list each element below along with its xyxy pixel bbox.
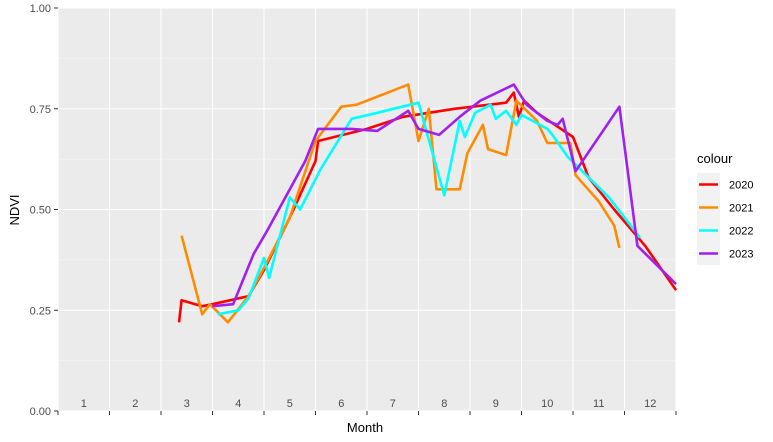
x-tick-label: 5 [287,398,293,410]
legend-label-2021: 2021 [729,203,753,215]
y-tick-label: 0.75 [30,104,51,116]
x-tick-label: 3 [184,398,190,410]
series-line-2023 [212,83,677,308]
series-lines [177,83,678,324]
legend: colour 2020 2021 2022 2023 [697,151,753,265]
x-tick-label: 4 [235,398,241,410]
y-tick-label: 0.00 [30,406,51,418]
y-axis-tick-labels: 0.00 0.25 0.50 0.75 1.00 [30,3,51,418]
x-tick-label: 6 [338,398,344,410]
x-tick-label: 12 [644,398,656,410]
major-gridlines [57,7,677,412]
x-axis-title: Month [347,420,383,435]
y-axis-title: NDVI [7,194,22,225]
x-tick-label: 7 [390,398,396,410]
y-tick-label: 0.25 [30,305,51,317]
x-tick-label: 8 [441,398,447,410]
legend-title: colour [697,151,733,166]
x-axis-ticks [57,411,677,415]
x-tick-label: 10 [541,398,553,410]
y-axis-ticks [54,7,58,412]
series-line-2022 [217,101,642,316]
legend-items: 2020 2021 2022 2023 [697,173,753,265]
legend-label-2023: 2023 [729,249,753,261]
y-tick-label: 1.00 [30,3,51,15]
x-tick-label: 2 [132,398,138,410]
y-tick-label: 0.50 [30,205,51,217]
x-tick-label: 11 [593,398,604,410]
x-axis-tick-labels: 1 2 3 4 5 6 7 8 9 10 11 12 [81,398,657,410]
x-tick-label: 1 [81,398,87,410]
legend-label-2022: 2022 [729,226,753,238]
legend-label-2020: 2020 [729,180,753,192]
x-tick-label: 9 [493,398,499,410]
